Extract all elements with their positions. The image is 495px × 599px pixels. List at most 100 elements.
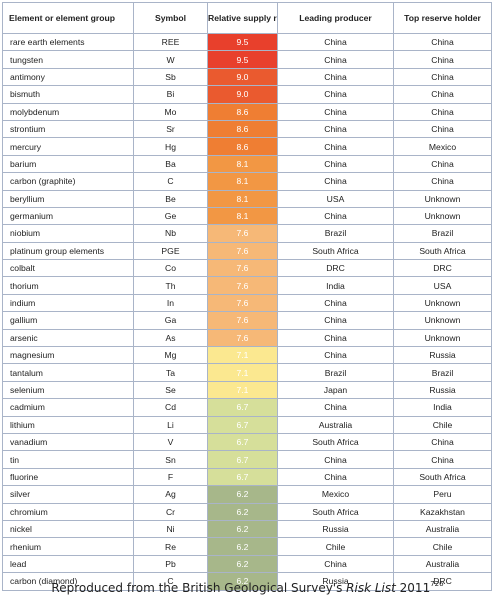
cell-producer: China [277, 206, 394, 226]
header-row: Element or element group Symbol Relative… [2, 2, 492, 34]
table-row: tantalum Ta 7.1 Brazil Brazil [2, 363, 492, 382]
cell-reserve: Australia [393, 554, 492, 574]
cell-reserve: Russia [393, 380, 492, 400]
cell-element: arsenic [2, 328, 134, 348]
cell-risk: 9.0 [207, 67, 278, 87]
cell-element: chromium [2, 502, 134, 521]
cell-element: niobium [2, 224, 134, 243]
cell-risk: 8.1 [207, 172, 278, 191]
cell-reserve: Kazakhstan [393, 502, 492, 521]
cell-symbol: C [133, 572, 208, 591]
table-row: tungsten W 9.5 China China [2, 50, 492, 69]
table-row: selenium Se 7.1 Japan Russia [2, 380, 492, 400]
cell-element: silver [2, 485, 134, 504]
cell-symbol: Re [133, 537, 208, 556]
header-symbol: Symbol [133, 2, 208, 34]
table-row: barium Ba 8.1 China China [2, 154, 492, 174]
table-row: gallium Ga 7.6 China Unknown [2, 311, 492, 330]
cell-risk: 7.6 [207, 276, 278, 295]
cell-risk: 8.6 [207, 137, 278, 156]
cell-element: fluorine [2, 467, 134, 487]
cell-risk: 6.2 [207, 537, 278, 556]
table-row: carbon (graphite) C 8.1 China China [2, 172, 492, 191]
cell-reserve: Brazil [393, 363, 492, 382]
cell-risk: 7.6 [207, 293, 278, 313]
cell-risk: 7.6 [207, 311, 278, 330]
table-row: rhenium Re 6.2 Chile Chile [2, 537, 492, 556]
cell-element: platinum group elements [2, 241, 134, 261]
cell-reserve: China [393, 67, 492, 87]
cell-element: selenium [2, 380, 134, 400]
cell-element: germanium [2, 206, 134, 226]
cell-symbol: As [133, 328, 208, 348]
cell-risk: 6.7 [207, 415, 278, 434]
cell-reserve: China [393, 102, 492, 121]
cell-symbol: Ba [133, 154, 208, 174]
cell-element: cadmium [2, 398, 134, 417]
cell-producer: China [277, 554, 394, 574]
cell-reserve: Peru [393, 485, 492, 504]
cell-reserve: China [393, 119, 492, 139]
cell-element: molybdenum [2, 102, 134, 121]
cell-producer: China [277, 50, 394, 69]
cell-element: rhenium [2, 537, 134, 556]
cell-risk: 7.1 [207, 346, 278, 365]
cell-producer: China [277, 32, 394, 52]
cell-symbol: F [133, 467, 208, 487]
cell-producer: China [277, 398, 394, 417]
supply-risk-table: Element or element group Symbol Relative… [2, 2, 492, 591]
cell-risk: 6.2 [207, 485, 278, 504]
cell-symbol: Ta [133, 363, 208, 382]
cell-element: gallium [2, 311, 134, 330]
cell-risk: 6.7 [207, 432, 278, 452]
table-row: nickel Ni 6.2 Russia Australia [2, 519, 492, 539]
cell-element: carbon (graphite) [2, 172, 134, 191]
cell-symbol: In [133, 293, 208, 313]
cell-symbol: Ag [133, 485, 208, 504]
table-row: platinum group elements PGE 7.6 South Afric… [2, 241, 492, 261]
cell-reserve: Australia [393, 519, 492, 539]
cell-element: tantalum [2, 363, 134, 382]
cell-reserve: USA [393, 276, 492, 295]
cell-risk: 6.7 [207, 450, 278, 469]
cell-element: bismuth [2, 85, 134, 104]
table-row: cadmium Cd 6.7 China India [2, 398, 492, 417]
cell-element: lithium [2, 415, 134, 434]
cell-reserve: Chile [393, 415, 492, 434]
cell-symbol: Cr [133, 502, 208, 521]
cell-risk: 6.7 [207, 467, 278, 487]
cell-element: vanadium [2, 432, 134, 452]
cell-element: carbon (diamond) [2, 572, 134, 591]
cell-risk: 7.6 [207, 224, 278, 243]
cell-reserve: China [393, 172, 492, 191]
table-row: beryllium Be 8.1 USA Unknown [2, 189, 492, 208]
table-row: colbalt Co 7.6 DRC DRC [2, 259, 492, 278]
cell-producer: China [277, 467, 394, 487]
cell-producer: Brazil [277, 363, 394, 382]
cell-reserve: Unknown [393, 328, 492, 348]
table-row: arsenic As 7.6 China Unknown [2, 328, 492, 348]
cell-producer: China [277, 102, 394, 121]
cell-element: antimony [2, 67, 134, 87]
cell-risk: 6.2 [207, 519, 278, 539]
cell-reserve: China [393, 85, 492, 104]
cell-producer: China [277, 346, 394, 365]
table-row: niobium Nb 7.6 Brazil Brazil [2, 224, 492, 243]
cell-producer: China [277, 85, 394, 104]
cell-symbol: Li [133, 415, 208, 434]
cell-producer: Chile [277, 537, 394, 556]
cell-risk: 8.1 [207, 154, 278, 174]
cell-element: nickel [2, 519, 134, 539]
table-row: lithium Li 6.7 Australia Chile [2, 415, 492, 434]
cell-element: lead [2, 554, 134, 574]
table-row: indium In 7.6 China Unknown [2, 293, 492, 313]
cell-risk: 9.5 [207, 32, 278, 52]
cell-risk: 6.2 [207, 572, 278, 591]
table-row: strontium Sr 8.6 China China [2, 119, 492, 139]
cell-producer: Russia [277, 572, 394, 591]
table-row: tin Sn 6.7 China China [2, 450, 492, 469]
cell-element: tungsten [2, 50, 134, 69]
cell-reserve: China [393, 432, 492, 452]
caption-title: Risk List [346, 581, 396, 595]
cell-reserve: Brazil [393, 224, 492, 243]
